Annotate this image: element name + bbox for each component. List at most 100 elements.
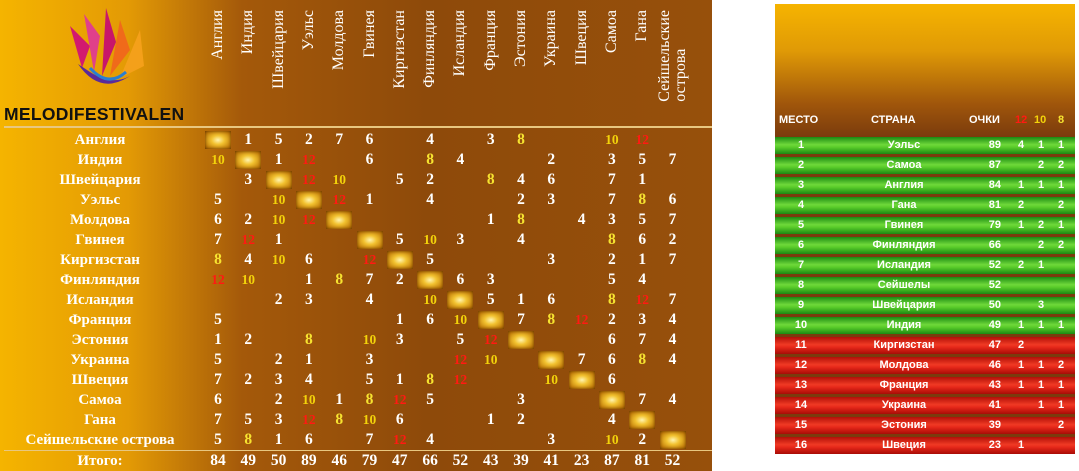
standings-place: 3	[797, 179, 805, 191]
standings-points: 39	[988, 419, 1001, 431]
column-header-label: Сейшельские острова	[655, 10, 689, 102]
self-vote-marker	[508, 331, 534, 349]
score-cell: 7	[335, 131, 344, 148]
score-cell: 5	[214, 431, 222, 448]
standings-points: 81	[988, 199, 1001, 211]
standings-place: 12	[794, 359, 808, 371]
row-label: Киргизстан	[60, 252, 140, 268]
score-cell: 1	[517, 291, 525, 308]
score-cell: 12	[393, 392, 407, 407]
score-cell: 4	[426, 191, 434, 208]
score-cell: 12	[453, 352, 468, 367]
score-cell: 1	[486, 411, 495, 428]
score-cell: 6	[214, 211, 222, 228]
standings-points: 52	[988, 259, 1001, 271]
score-cell: 5	[395, 171, 404, 188]
standings-c10: 3	[1037, 299, 1045, 311]
standings-c8: 1	[1057, 139, 1065, 151]
score-cell: 12	[574, 312, 589, 327]
score-cell: 5	[214, 351, 222, 368]
score-cell: 8	[608, 291, 616, 308]
score-cell: 10	[211, 152, 225, 167]
score-cell: 12	[302, 172, 316, 187]
score-cell: 12	[393, 432, 407, 447]
score-cell: 3	[305, 291, 313, 308]
score-cell: 2	[244, 331, 253, 348]
standings-place: 6	[797, 239, 805, 251]
score-cell: 3	[608, 211, 616, 228]
standings-c8: 1	[1057, 219, 1065, 231]
score-cell: 3	[547, 191, 556, 208]
score-cell: 5	[638, 151, 647, 168]
score-cell: 3	[456, 231, 465, 248]
standings-c8: 2	[1057, 159, 1065, 171]
standings-country: Финляндия	[872, 239, 936, 251]
self-vote-marker	[295, 191, 322, 209]
standings-points: 49	[988, 319, 1001, 331]
score-cell: 6	[426, 311, 434, 328]
score-cell: 12	[302, 212, 316, 227]
score-cell: 12	[241, 232, 256, 247]
score-cell: 10	[271, 192, 286, 207]
self-vote-marker	[629, 411, 656, 429]
standings-c8: 1	[1057, 399, 1065, 411]
score-cell: 3	[547, 431, 556, 448]
standings-place: 16	[794, 439, 808, 451]
standings-place: 9	[797, 299, 805, 311]
score-cell: 5	[274, 131, 283, 148]
standings-place: 14	[794, 399, 808, 411]
score-cell: 1	[274, 231, 283, 248]
self-vote-marker	[356, 231, 383, 249]
score-cell: 10	[483, 352, 498, 367]
score-cell: 5	[426, 391, 434, 408]
standings-c10: 1	[1037, 139, 1045, 151]
standings-place: 11	[795, 339, 807, 351]
column-header-label: Индия	[239, 10, 257, 55]
score-cell: 2	[517, 411, 525, 428]
row-label: Уэльс	[79, 192, 121, 208]
standings-row: 12 Молдова 46 1 1 2	[775, 357, 1075, 374]
score-cell: 1	[214, 331, 222, 348]
standings-row: 7 Исландия 52 2 1	[775, 257, 1075, 274]
score-cell: 7	[214, 371, 222, 388]
standings-points: 52	[988, 279, 1001, 291]
column-header: Исландия	[447, 6, 473, 124]
self-vote-marker	[659, 431, 686, 449]
standings-c12: 1	[1017, 179, 1025, 191]
standings-row: 14 Украина 41 1 1	[775, 397, 1075, 414]
score-cell: 7	[365, 271, 374, 288]
score-cell: 8	[486, 171, 495, 188]
score-cell: 7	[365, 431, 374, 448]
score-cell: 8	[638, 351, 647, 368]
header-10: 10	[1034, 114, 1047, 126]
total-cell: 89	[301, 452, 317, 469]
score-cell: 10	[544, 372, 559, 387]
self-vote-marker	[417, 271, 444, 289]
self-vote-marker	[326, 211, 353, 229]
column-header-label: Исландия	[451, 10, 469, 77]
standings-country: Эстония	[881, 419, 927, 431]
column-header: Финляндия	[417, 6, 443, 124]
standings-c8: 2	[1057, 359, 1065, 371]
score-cell: 1	[305, 271, 313, 288]
score-cell: 8	[608, 231, 616, 248]
score-cell: 10	[302, 392, 316, 407]
score-cell: 3	[608, 151, 616, 168]
standings-panel: МЕСТО СТРАНА ОЧКИ 12 10 8 1 Уэльс 89 4 1 1 2 Са…	[775, 4, 1075, 454]
standings-country: Англия	[884, 179, 924, 191]
standings-country: Сейшелы	[877, 279, 931, 291]
standings-row: 5 Гвинея 79 1 2 1	[775, 217, 1075, 234]
standings-c12: 2	[1017, 199, 1025, 211]
score-cell: 4	[426, 431, 434, 448]
column-header: Швейцария	[266, 6, 292, 124]
score-cell: 12	[332, 192, 346, 207]
standings-c12: 1	[1017, 219, 1025, 231]
score-cell: 5	[638, 211, 647, 228]
standings-points: 66	[988, 239, 1001, 251]
row-label: Швейцария	[59, 172, 141, 188]
score-cell: 5	[395, 231, 404, 248]
score-cell: 2	[395, 271, 404, 288]
standings-c8: 2	[1057, 239, 1065, 251]
standings-row: 9 Швейцария 50 3	[775, 297, 1075, 314]
score-cell: 10	[423, 232, 437, 247]
